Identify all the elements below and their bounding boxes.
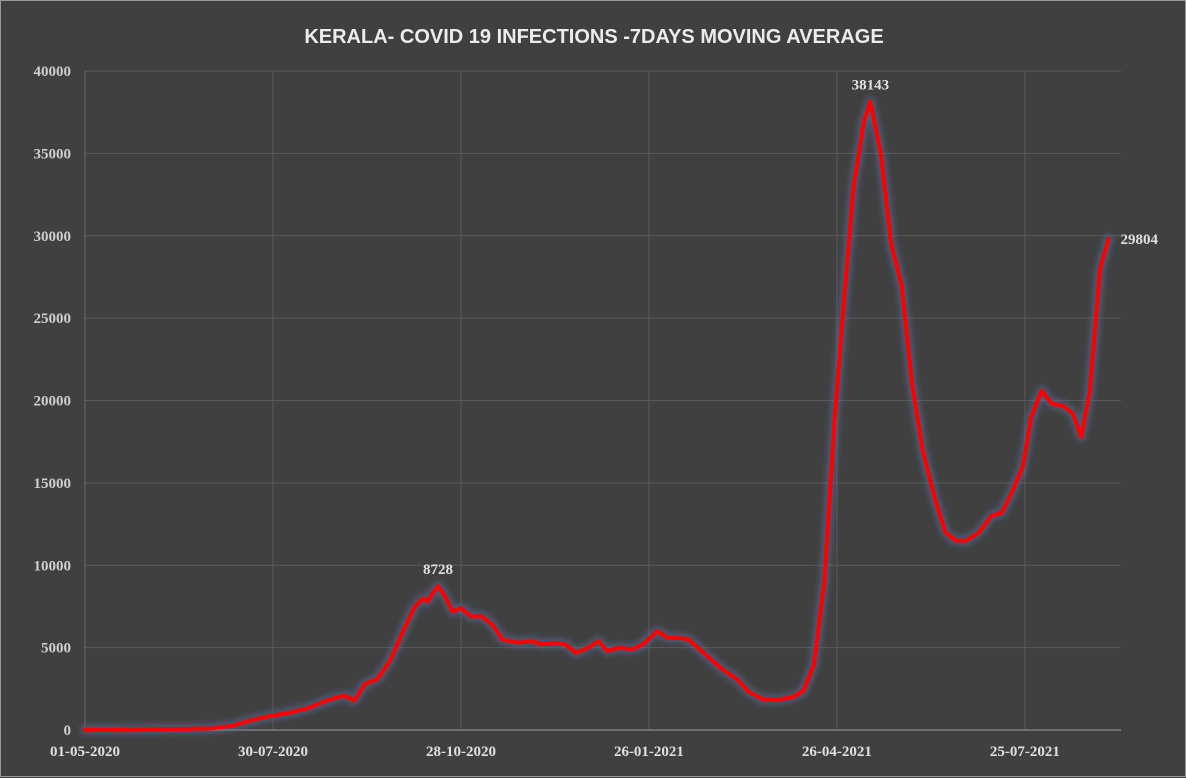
y-tick-label: 0 — [64, 723, 72, 739]
y-tick-label: 40000 — [34, 64, 72, 80]
y-tick-label: 5000 — [41, 641, 71, 657]
chart-title: KERALA- COVID 19 INFECTIONS -7DAYS MOVIN… — [304, 26, 883, 48]
x-tick-label: 28-10-2020 — [426, 744, 496, 760]
x-tick-label: 26-01-2021 — [614, 744, 684, 760]
x-tick-label: 26-04-2021 — [802, 744, 872, 760]
data-label: 29804 — [1120, 232, 1158, 248]
y-tick-label: 15000 — [34, 476, 72, 492]
y-tick-label: 25000 — [34, 311, 72, 327]
axis-layer: 0 5000 10000 15000 20000 25000 30000 35000 40000… — [34, 64, 1121, 760]
series-line-glow — [80, 96, 1114, 735]
grid-layer — [85, 70, 1121, 730]
x-tick-label: 01-05-2020 — [50, 744, 120, 760]
y-tick-label: 30000 — [34, 229, 72, 245]
y-tick-label: 20000 — [34, 394, 72, 410]
series-layer — [80, 96, 1114, 735]
y-tick-label: 10000 — [34, 558, 72, 574]
data-label: 8728 — [423, 562, 453, 578]
x-tick-label: 25-07-2021 — [990, 744, 1060, 760]
y-tick-label: 35000 — [34, 146, 72, 162]
x-tick-label: 30-07-2020 — [238, 744, 308, 760]
series-line — [83, 99, 1111, 732]
data-label: 38143 — [852, 78, 890, 94]
data-label-layer: 8728 38143 29804 — [423, 78, 1158, 579]
